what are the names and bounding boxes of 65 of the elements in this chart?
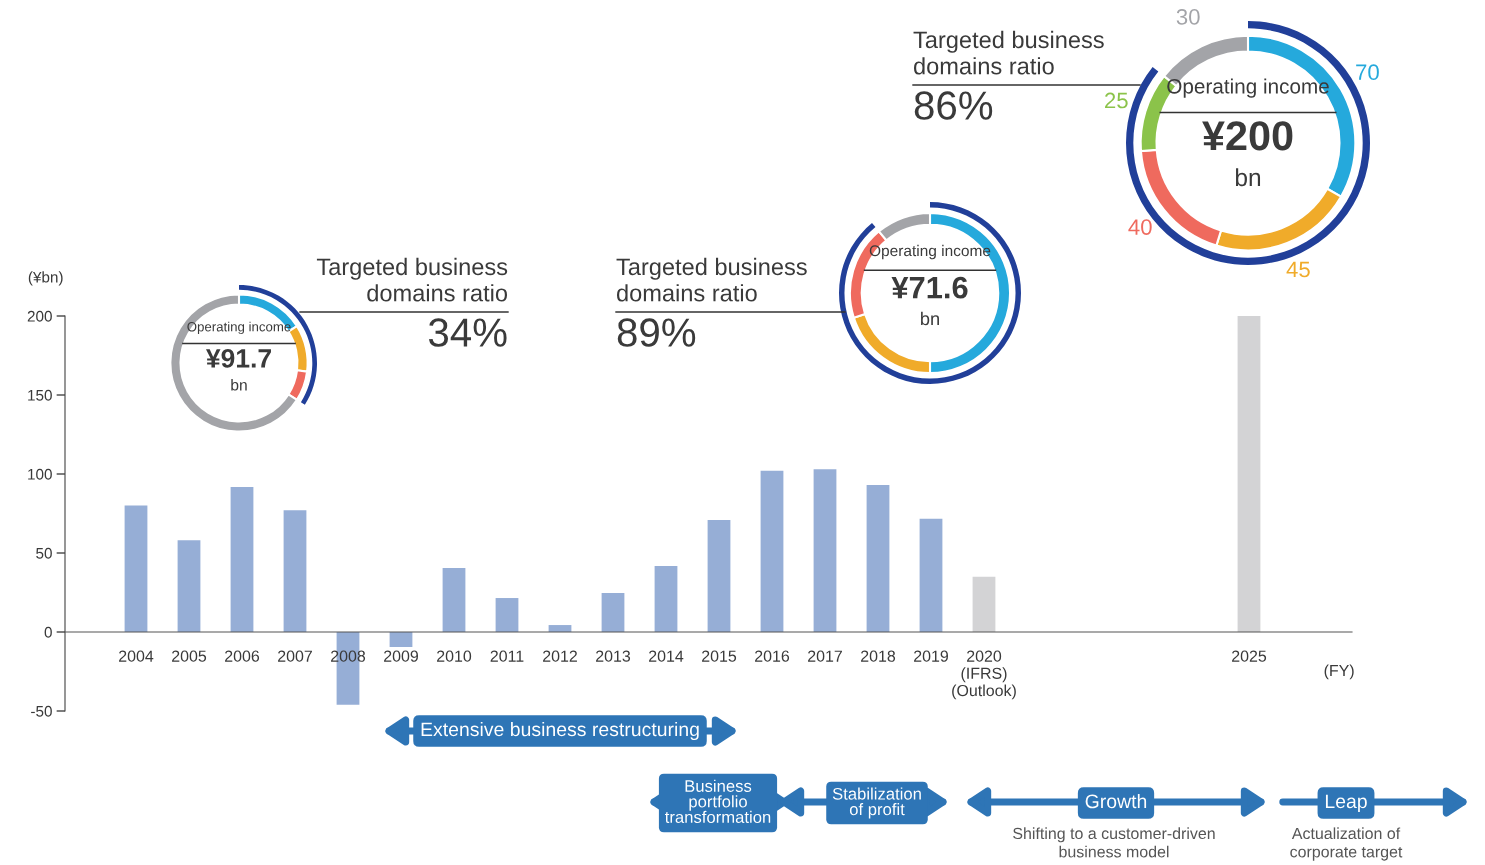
x-tick-label: 2007: [278, 650, 312, 662]
data-label: 70: [1356, 64, 1379, 81]
bar: [124, 505, 148, 632]
text: Growth: [1085, 793, 1147, 809]
text: Shifting to a customer-driven business model: [1013, 827, 1215, 858]
bar: [972, 576, 996, 632]
y-tick-label: 150: [28, 389, 52, 401]
x-tick-label: 2006: [225, 650, 260, 662]
bar: [654, 565, 678, 632]
annotation: 89%: [617, 318, 696, 347]
bar: [495, 598, 519, 632]
bar: [442, 568, 466, 632]
annotation: bn: [921, 311, 939, 326]
y-tick-label: 100: [28, 468, 52, 480]
bar: [919, 518, 943, 632]
bar: [601, 592, 625, 632]
x-tick-label: 2016: [755, 650, 790, 662]
annotation: 34%: [428, 318, 507, 347]
text: 86%: [914, 91, 993, 120]
text: bn: [1235, 168, 1261, 187]
text: Stabilization of profit: [832, 787, 921, 819]
x-tick-label: 2025: [1232, 650, 1267, 662]
y-tick-label: 50: [36, 547, 52, 559]
x-tick-label: 2011: [490, 650, 524, 662]
bar: [813, 469, 837, 632]
data-label: 30: [1176, 9, 1200, 25]
bar: [866, 485, 890, 632]
x-axis-title: (FY): [1324, 664, 1354, 680]
bar: [760, 470, 784, 632]
x-tick-label: 2018: [861, 650, 896, 662]
x-tick-label: 2019: [914, 650, 949, 662]
x-tick-label: 2009: [384, 650, 419, 662]
y-tick-label: -50: [31, 705, 52, 717]
bar: [283, 510, 307, 632]
text: Extensive business restructuring: [421, 721, 699, 741]
bar: [707, 519, 731, 632]
bar: [389, 632, 413, 648]
text: Business portfolio transformation: [664, 779, 771, 824]
text: ¥200: [1202, 121, 1293, 151]
bar: [230, 487, 254, 632]
x-tick-label: 2020 (IFRS) (Outlook): [952, 650, 1016, 700]
data-label: 45: [1286, 261, 1310, 278]
x-tick-label: 2010: [437, 650, 472, 662]
annotation: ¥91.7: [205, 349, 271, 368]
text: Targeted business domains ratio: [616, 257, 807, 302]
text: Leap: [1325, 794, 1367, 813]
text: Actualization of corporate target: [1290, 827, 1403, 861]
annotation: bn: [231, 379, 247, 391]
x-tick-label: 2017: [808, 650, 842, 662]
y-tick-label: 200: [27, 310, 52, 322]
y-tick-label: 0: [44, 626, 52, 638]
data-label: 25: [1105, 92, 1128, 109]
y-axis-title: (¥bn): [28, 271, 63, 286]
bar: [1237, 316, 1261, 632]
x-tick-label: 2005: [172, 650, 207, 662]
text: Targeted business domains ratio: [316, 257, 508, 302]
data-label: 40: [1128, 219, 1152, 235]
bar: [177, 540, 201, 632]
x-tick-label: 2013: [596, 650, 631, 662]
x-tick-label: 2015: [702, 650, 737, 662]
x-tick-label: 2004: [119, 650, 154, 662]
x-tick-label: 2012: [543, 650, 577, 662]
x-tick-label: 2014: [649, 650, 684, 662]
text: Targeted business domains ratio: [913, 30, 1104, 75]
text: ¥71.6: [891, 276, 968, 299]
